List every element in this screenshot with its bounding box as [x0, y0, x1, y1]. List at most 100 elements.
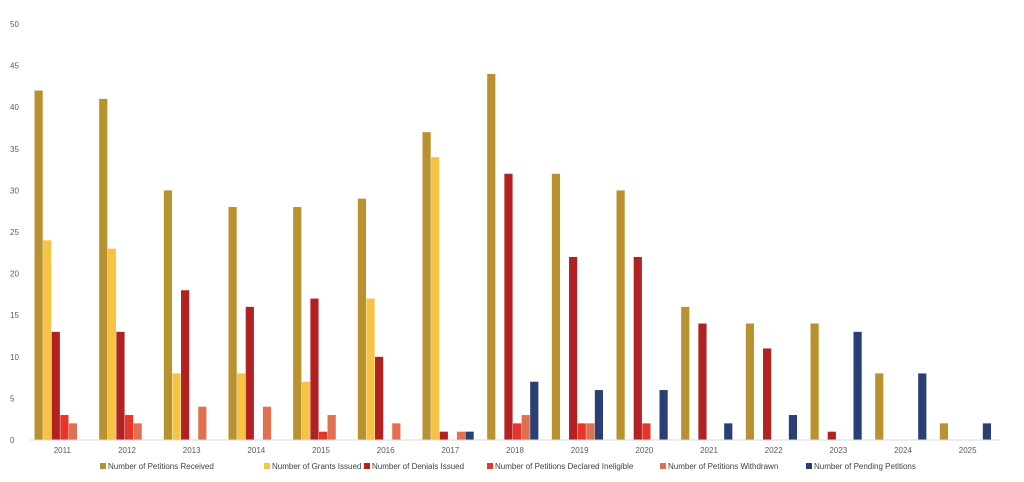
bar-number-of-petitions-received-2025 [939, 423, 949, 440]
x-tick-label-2016: 2016 [377, 446, 395, 455]
legend-label-number-of-pending-petitions: Number of Pending Petitions [814, 462, 916, 471]
legend-label-number-of-grants-issued: Number of Grants Issued [272, 462, 361, 471]
bar-number-of-petitions-withdrawn-2013 [198, 406, 207, 440]
bar-number-of-pending-petitions-2025 [982, 423, 992, 440]
y-tick-label-50: 50 [10, 20, 19, 29]
legend-label-number-of-petitions-withdrawn: Number of Petitions Withdrawn [668, 462, 778, 471]
legend-label-number-of-denials-issued: Number of Denials Issued [372, 462, 464, 471]
x-tick-label-2017: 2017 [441, 446, 459, 455]
bar-number-of-grants-issued-2011 [43, 240, 52, 440]
legend-swatch-number-of-petitions-withdrawn [660, 463, 666, 469]
bar-number-of-pending-petitions-2018 [530, 381, 539, 440]
bar-number-of-petitions-declared-ineligible-2015 [318, 431, 328, 440]
bar-number-of-denials-issued-2013 [181, 290, 190, 440]
legend-swatch-number-of-denials-issued [364, 463, 370, 469]
bar-number-of-petitions-received-2017 [422, 132, 431, 440]
bar-number-of-grants-issued-2017 [431, 157, 440, 440]
legend-label-number-of-petitions-declared-ineligible: Number of Petitions Declared Ineligible [495, 462, 634, 471]
bar-number-of-denials-issued-2014 [245, 306, 254, 440]
x-tick-label-2020: 2020 [635, 446, 653, 455]
bar-number-of-denials-issued-2012 [116, 331, 125, 440]
bar-number-of-petitions-received-2021 [681, 306, 690, 440]
bar-number-of-denials-issued-2021 [698, 323, 707, 440]
x-tick-label-2012: 2012 [118, 446, 136, 455]
bar-number-of-petitions-withdrawn-2016 [392, 423, 401, 440]
bar-number-of-pending-petitions-2022 [788, 415, 798, 440]
bar-number-of-denials-issued-2020 [633, 256, 642, 440]
x-tick-label-2014: 2014 [247, 446, 265, 455]
bar-number-of-petitions-received-2024 [875, 373, 884, 440]
bar-number-of-petitions-received-2019 [551, 173, 561, 440]
bar-number-of-petitions-received-2023 [810, 323, 819, 440]
bar-number-of-denials-issued-2011 [51, 331, 60, 440]
bar-number-of-petitions-declared-ineligible-2012 [124, 415, 134, 440]
bar-number-of-denials-issued-2023 [827, 431, 836, 440]
y-tick-label-25: 25 [10, 228, 19, 237]
bar-number-of-grants-issued-2015 [301, 381, 310, 440]
bar-number-of-petitions-received-2016 [357, 198, 367, 440]
bar-number-of-petitions-received-2011 [34, 90, 43, 440]
x-tick-label-2019: 2019 [571, 446, 589, 455]
bar-number-of-petitions-received-2012 [99, 98, 108, 440]
bar-number-of-grants-issued-2014 [237, 373, 246, 440]
bar-number-of-petitions-withdrawn-2014 [262, 406, 272, 440]
bar-number-of-denials-issued-2016 [375, 356, 384, 440]
bar-number-of-petitions-declared-ineligible-2020 [642, 423, 651, 440]
bar-number-of-petitions-withdrawn-2019 [586, 423, 595, 440]
y-tick-label-40: 40 [10, 103, 19, 112]
x-tick-label-2025: 2025 [959, 446, 977, 455]
bar-number-of-petitions-withdrawn-2012 [133, 423, 142, 440]
bar-number-of-pending-petitions-2020 [659, 390, 668, 440]
legend-swatch-number-of-petitions-declared-ineligible [487, 463, 493, 469]
bar-number-of-denials-issued-2019 [569, 256, 578, 440]
bar-number-of-petitions-withdrawn-2015 [327, 415, 336, 440]
y-tick-label-5: 5 [10, 394, 15, 403]
x-tick-label-2018: 2018 [506, 446, 524, 455]
bar-number-of-petitions-received-2014 [228, 207, 237, 440]
bar-number-of-pending-petitions-2024 [918, 373, 927, 440]
x-tick-label-2013: 2013 [183, 446, 201, 455]
bar-number-of-petitions-received-2015 [293, 207, 302, 440]
bar-number-of-petitions-declared-ineligible-2019 [577, 423, 586, 440]
y-tick-label-0: 0 [10, 436, 15, 445]
x-axis: 2011 2012 2013 2014 2015 2016 2017 2018 2019 2020… [30, 439, 1000, 455]
x-tick-label-2023: 2023 [829, 446, 847, 455]
bar-number-of-grants-issued-2012 [107, 248, 116, 440]
x-tick-label-2022: 2022 [765, 446, 783, 455]
legend-swatch-number-of-grants-issued [264, 463, 270, 469]
bar-number-of-petitions-received-2022 [745, 323, 755, 440]
x-tick-label-2024: 2024 [894, 446, 912, 455]
legend: Number of Petitions Received Number of Gr… [100, 462, 916, 471]
bar-number-of-denials-issued-2017 [439, 431, 448, 440]
bar-number-of-petitions-received-2013 [163, 190, 173, 440]
bar-number-of-petitions-received-2018 [487, 73, 496, 441]
bar-number-of-denials-issued-2015 [310, 298, 319, 440]
bar-number-of-petitions-received-2020 [616, 190, 625, 440]
bar-number-of-denials-issued-2022 [763, 348, 772, 440]
legend-swatch-number-of-petitions-received [100, 463, 106, 469]
legend-label-number-of-petitions-received: Number of Petitions Received [108, 462, 214, 471]
bar-number-of-petitions-withdrawn-2017 [456, 431, 466, 440]
x-tick-label-2015: 2015 [312, 446, 330, 455]
y-tick-label-15: 15 [10, 311, 19, 320]
y-tick-label-30: 30 [10, 186, 19, 195]
bar-number-of-pending-petitions-2021 [724, 423, 733, 440]
bar-number-of-petitions-declared-ineligible-2018 [512, 423, 522, 440]
x-tick-label-2021: 2021 [700, 446, 718, 455]
bars [34, 73, 992, 441]
y-tick-label-45: 45 [10, 62, 19, 71]
x-tick-label-2011: 2011 [54, 446, 72, 455]
bar-number-of-petitions-withdrawn-2018 [521, 415, 530, 440]
bar-number-of-denials-issued-2018 [504, 173, 513, 440]
bar-number-of-grants-issued-2013 [172, 373, 181, 440]
y-tick-label-10: 10 [10, 353, 19, 362]
legend-swatch-number-of-pending-petitions [806, 463, 812, 469]
bar-number-of-pending-petitions-2017 [465, 431, 474, 440]
bar-number-of-petitions-declared-ineligible-2011 [60, 415, 69, 440]
bar-number-of-petitions-withdrawn-2011 [68, 423, 78, 440]
bar-number-of-grants-issued-2016 [366, 298, 375, 440]
bar-number-of-pending-petitions-2019 [594, 390, 604, 440]
bar-number-of-pending-petitions-2023 [853, 331, 862, 440]
y-tick-label-20: 20 [10, 270, 19, 279]
